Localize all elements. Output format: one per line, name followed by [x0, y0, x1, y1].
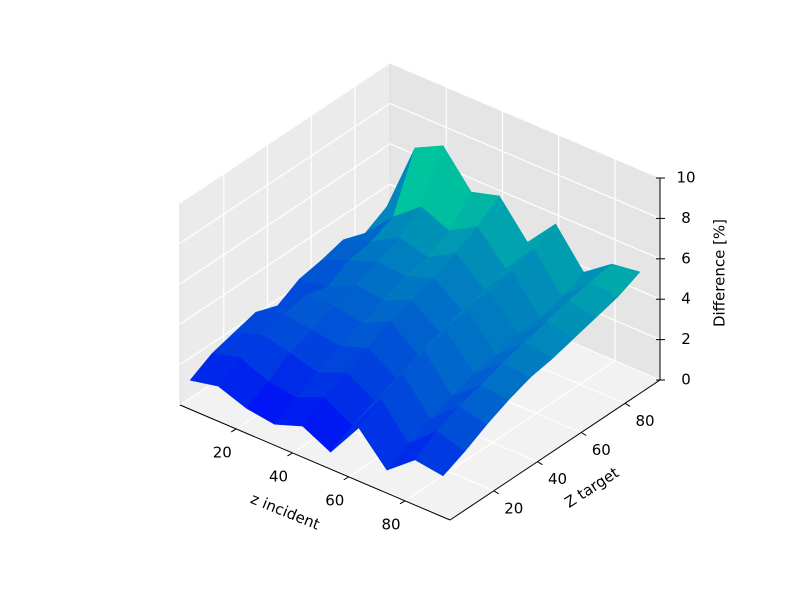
y-tick — [580, 432, 587, 436]
x-tick — [230, 428, 237, 433]
y-tick-label: 20 — [504, 499, 523, 517]
axes: 20 40 60 80 20 40 60 80 0 2 4 6 8 10 — [179, 169, 696, 533]
surface-patch — [414, 430, 466, 477]
x-tick — [287, 452, 293, 457]
z-tick-label: 8 — [681, 209, 691, 227]
y-tick-label: 80 — [635, 412, 654, 430]
y-tick-label: 40 — [548, 470, 567, 488]
x-tick-label: 60 — [325, 491, 344, 509]
z-tick-label: 4 — [681, 290, 691, 308]
x-tick — [399, 500, 406, 505]
surface — [189, 145, 641, 477]
x-axis-label: z incident — [248, 490, 322, 534]
y-axis-label: Z target — [561, 463, 622, 511]
x-tick-label: 20 — [213, 443, 232, 461]
x-tick-label: 40 — [269, 467, 288, 485]
x-tick-label: 80 — [381, 515, 400, 533]
x-axis-line — [179, 404, 451, 521]
y-axis-line — [449, 379, 661, 521]
grid-line — [389, 62, 661, 179]
z-tick-label: 10 — [676, 169, 695, 187]
z-tick-label: 2 — [681, 330, 691, 348]
grid-line — [179, 143, 391, 285]
x-tick — [343, 476, 350, 481]
z-tick-label: 6 — [681, 249, 691, 267]
y-tick — [493, 490, 500, 495]
y-tick — [624, 402, 631, 407]
z-tick-label: 0 — [681, 371, 691, 389]
y-tick-label: 60 — [592, 441, 611, 459]
grid-line — [179, 62, 391, 204]
grid-line — [179, 183, 391, 325]
grid-line — [179, 102, 391, 244]
y-tick — [537, 461, 543, 466]
grid-line — [389, 102, 661, 219]
z-axis-label: Difference [%] — [711, 219, 729, 327]
